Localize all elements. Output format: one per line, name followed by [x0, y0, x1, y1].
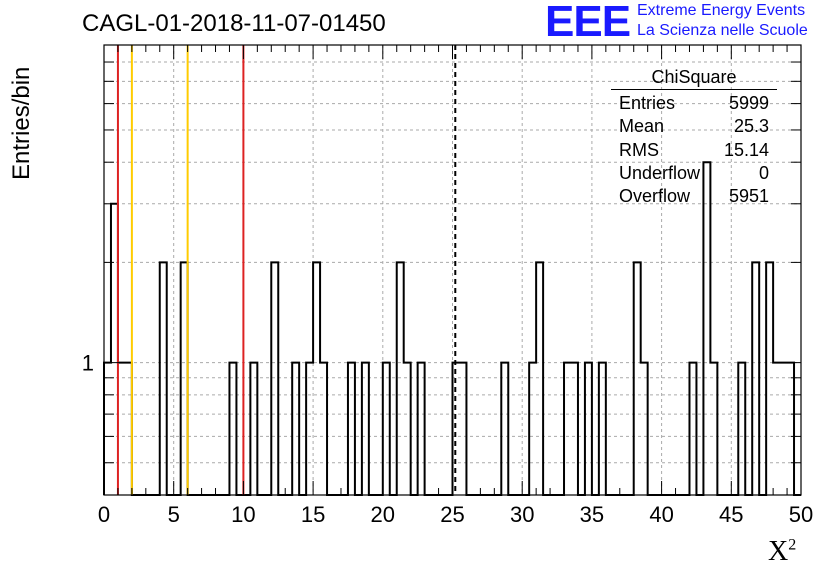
- chart-title: CAGL-01-2018-11-07-01450: [82, 10, 386, 37]
- histogram-bin: [271, 262, 278, 495]
- histogram-bin: [181, 262, 188, 495]
- stats-value: 5999: [728, 93, 769, 113]
- logo-line-1: Extreme Energy Events: [637, 2, 806, 19]
- stats-title: ChiSquare: [611, 67, 777, 90]
- histogram-bin: [501, 363, 508, 495]
- histogram-bin: [599, 363, 606, 495]
- x-tick-label: 50: [789, 502, 813, 527]
- histogram-bin: [418, 363, 425, 495]
- histogram-bin: [585, 363, 592, 495]
- x-axis-label-base: X: [768, 536, 789, 567]
- stats-value: 0: [758, 162, 769, 183]
- histogram-bin: [320, 363, 327, 495]
- histogram-bin: [689, 363, 696, 495]
- histogram-bin: [641, 363, 648, 495]
- x-tick-label: 35: [580, 502, 604, 527]
- histogram-bin: [752, 262, 759, 495]
- stats-row-rms: RMS 15.14: [611, 139, 777, 162]
- histogram-bin: [250, 363, 257, 495]
- histogram-bin: [160, 262, 167, 495]
- stats-row-underflow: Underflow 0: [611, 162, 777, 185]
- histogram-bin: [306, 363, 313, 495]
- histogram-bin: [766, 262, 773, 495]
- histogram-bin: [397, 262, 404, 495]
- logo-line-2: La Scienza nelle Scuole: [637, 22, 808, 39]
- eee-logo-mark: EEE: [545, 0, 631, 46]
- histogram-bin: [111, 204, 118, 495]
- stats-value: 15.14: [723, 139, 769, 160]
- x-tick-label: 25: [440, 502, 464, 527]
- histogram-bin: [362, 363, 369, 495]
- histogram-bin: [459, 363, 466, 495]
- x-tick-label: 40: [649, 502, 673, 527]
- x-tick-label: 20: [371, 502, 395, 527]
- x-tick-label: 0: [98, 502, 110, 527]
- x-axis-label: X2: [768, 536, 796, 568]
- stats-value: 5951: [728, 186, 769, 207]
- histogram-bin: [125, 363, 132, 495]
- x-tick-label: 15: [301, 502, 325, 527]
- histogram-bin: [780, 363, 787, 495]
- stats-row-mean: Mean 25.3: [611, 115, 777, 138]
- stats-value: 25.3: [733, 116, 769, 137]
- x-tick-label: 10: [231, 502, 255, 527]
- histogram-bin: [536, 262, 543, 495]
- histogram-bin: [738, 363, 745, 495]
- stats-row-entries: Entries 5999: [611, 92, 777, 115]
- stats-label: Underflow: [619, 162, 701, 183]
- histogram-bin: [634, 262, 641, 495]
- histogram-bin: [787, 363, 794, 495]
- histogram-bin: [313, 262, 320, 495]
- histogram-bin: [404, 363, 411, 495]
- stats-box: ChiSquare Entries 5999 Mean 25.3 RMS 15.…: [611, 67, 777, 208]
- histogram-bin: [710, 363, 717, 495]
- histogram-bin: [118, 363, 125, 495]
- histogram-bin: [703, 162, 710, 495]
- stats-label: Mean: [619, 116, 665, 137]
- x-tick-label: 5: [168, 502, 180, 527]
- stats-label: Entries: [619, 93, 676, 113]
- x-tick-label: 45: [719, 502, 743, 527]
- histogram-bin: [348, 363, 355, 495]
- histogram-bin: [292, 363, 299, 495]
- histogram-bin: [564, 363, 571, 495]
- stats-label: RMS: [619, 139, 659, 160]
- y-tick-label: 1: [82, 351, 94, 376]
- x-axis-label-sup: 2: [788, 536, 797, 554]
- histogram-bin: [104, 363, 111, 495]
- histogram-bin: [383, 363, 390, 495]
- x-tick-label: 30: [510, 502, 534, 527]
- histogram-bin: [529, 363, 536, 495]
- histogram-bin: [571, 363, 578, 495]
- stats-row-overflow: Overflow 5951: [611, 185, 777, 208]
- histogram-bin: [229, 363, 236, 495]
- histogram-bin: [773, 363, 780, 495]
- stats-label: Overflow: [619, 186, 691, 207]
